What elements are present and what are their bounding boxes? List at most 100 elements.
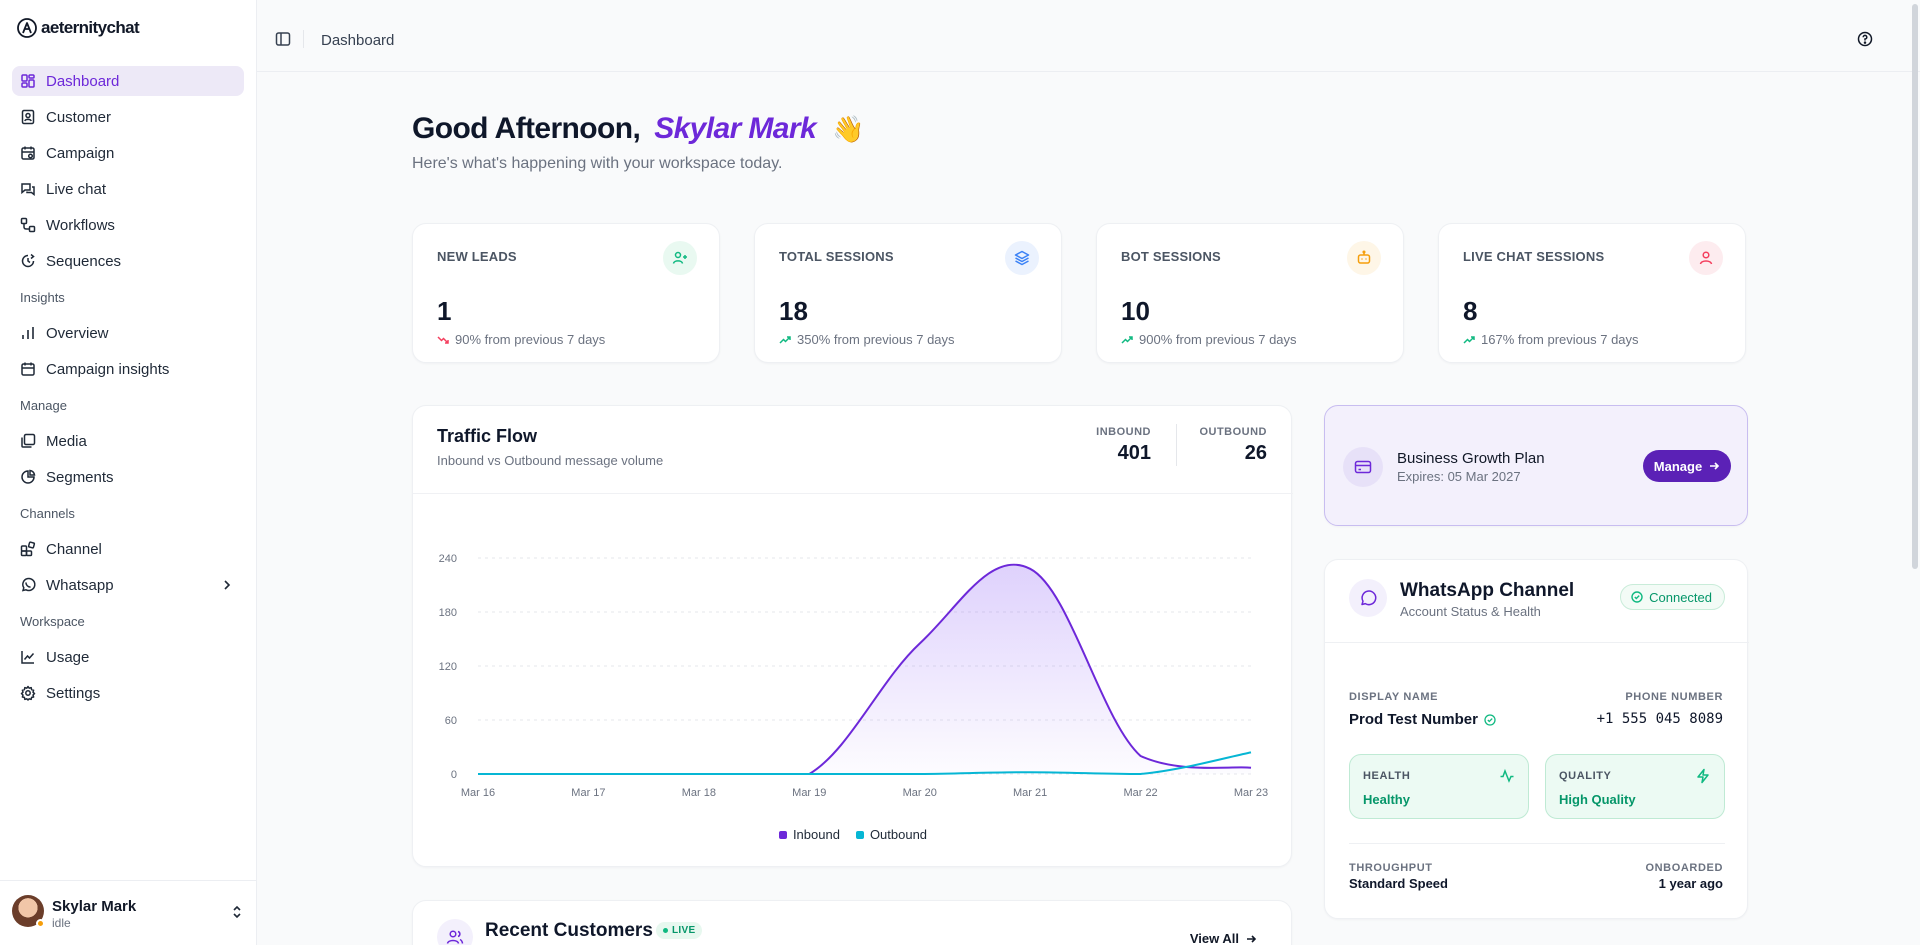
view-all-link[interactable]: View All xyxy=(1190,931,1257,945)
sidebar-item-settings[interactable]: Settings xyxy=(12,678,244,708)
trend-down-icon xyxy=(437,335,449,345)
sidebar-item-label: Whatsapp xyxy=(46,576,114,594)
greeting-name: Skylar Mark xyxy=(654,112,817,145)
sidebar-item-whatsapp[interactable]: Whatsapp xyxy=(12,570,244,600)
sidebar-item-channel[interactable]: Channel xyxy=(12,534,244,564)
plan-card: Business Growth Plan Expires: 05 Mar 202… xyxy=(1324,405,1748,526)
x-tick-label: Mar 19 xyxy=(792,787,826,799)
inbound-total: INBOUND 401 xyxy=(1096,426,1151,465)
sidebar-item-label: Segments xyxy=(46,468,114,486)
y-tick-label: 120 xyxy=(439,661,457,673)
phone-number: +1 555 045 8089 xyxy=(1596,711,1723,727)
divider xyxy=(1176,424,1177,466)
page-subtitle: Here's what's happening with your worksp… xyxy=(412,155,783,172)
health-value: Healthy xyxy=(1363,792,1410,807)
divider xyxy=(303,30,304,48)
sidebar-nav: Dashboard Customer Campaign Live chat Wo… xyxy=(12,66,244,714)
stat-label: LIVE CHAT SESSIONS xyxy=(1463,249,1605,264)
whatsapp-card-header: WhatsApp Channel Account Status & Health… xyxy=(1325,560,1749,643)
section-title-channels: Channels xyxy=(20,506,75,521)
x-tick-label: Mar 17 xyxy=(571,787,605,799)
trend-up-icon xyxy=(1121,335,1133,345)
outbound-line[interactable] xyxy=(478,751,1252,776)
bar-chart-icon xyxy=(20,325,36,341)
sidebar-item-workflows[interactable]: Workflows xyxy=(12,210,244,240)
stat-value: 18 xyxy=(779,296,808,326)
sidebar-item-overview[interactable]: Overview xyxy=(12,318,244,348)
plan-expiry: Expires: 05 Mar 2027 xyxy=(1397,469,1521,484)
greeting-prefix: Good Afternoon, xyxy=(412,112,641,145)
sidebar-item-sequences[interactable]: Sequences xyxy=(12,246,244,276)
onboarded-value: 1 year ago xyxy=(1658,876,1723,891)
sidebar-item-label: Overview xyxy=(46,324,109,342)
stat-label: TOTAL SESSIONS xyxy=(779,249,894,264)
credit-card-icon xyxy=(1343,447,1383,487)
traffic-chart[interactable]: 0 60 120 180 240 Mar 16 Mar 17 Mar 18 Mar 19 Mar … xyxy=(413,494,1293,819)
chevron-up-down-icon[interactable] xyxy=(231,905,243,919)
sidebar-item-customer[interactable]: Customer xyxy=(12,102,244,132)
chevron-right-icon[interactable] xyxy=(220,578,234,592)
sidebar: aeternitychat Dashboard Customer Campaig… xyxy=(0,0,257,945)
stat-trend-text: 350% from previous 7 days xyxy=(797,332,955,347)
sidebar-item-label: Media xyxy=(46,432,87,450)
sidebar-item-segments[interactable]: Segments xyxy=(12,462,244,492)
user-name: Skylar Mark xyxy=(52,898,137,915)
sidebar-item-label: Sequences xyxy=(46,252,122,270)
sidebar-item-label: Settings xyxy=(46,684,101,702)
user-status: idle xyxy=(52,916,71,930)
quality-metric: QUALITY High Quality xyxy=(1545,754,1725,819)
stat-value: 10 xyxy=(1121,296,1150,326)
x-tick-label: Mar 21 xyxy=(1013,787,1047,799)
quality-label: QUALITY xyxy=(1559,770,1612,782)
sidebar-item-usage[interactable]: Usage xyxy=(12,642,244,672)
scrollbar[interactable] xyxy=(1910,0,1920,945)
help-icon[interactable] xyxy=(1857,31,1873,47)
traffic-subtitle: Inbound vs Outbound message volume xyxy=(437,453,664,468)
wave-icon: 👋 xyxy=(832,113,864,144)
stat-card-bot-sessions: BOT SESSIONS 10 900% from previous 7 day… xyxy=(1096,223,1404,363)
legend-item-inbound[interactable]: Inbound xyxy=(778,827,840,842)
x-tick-label: Mar 22 xyxy=(1123,787,1157,799)
user-icon xyxy=(1689,241,1723,275)
manage-button-label: Manage xyxy=(1653,458,1703,474)
sidebar-item-campaign[interactable]: Campaign xyxy=(12,138,244,168)
scrollbar-thumb[interactable] xyxy=(1912,4,1918,569)
quality-value: High Quality xyxy=(1559,792,1636,807)
sidebar-item-media[interactable]: Media xyxy=(12,426,244,456)
whatsapp-channel-card: WhatsApp Channel Account Status & Health… xyxy=(1324,559,1749,919)
stat-value: 1 xyxy=(437,296,452,326)
stat-label: BOT SESSIONS xyxy=(1121,249,1221,264)
trend-up-icon xyxy=(1463,335,1475,345)
divider xyxy=(1349,843,1725,844)
display-name: Prod Test Number xyxy=(1349,711,1496,728)
sidebar-item-dashboard[interactable]: Dashboard xyxy=(12,66,244,96)
user-menu[interactable]: Skylar Mark idle xyxy=(0,880,257,945)
pie-chart-icon xyxy=(20,469,36,485)
logo-icon xyxy=(16,17,38,39)
health-label: HEALTH xyxy=(1363,770,1411,782)
inbound-value: 401 xyxy=(1117,442,1151,464)
health-metric: HEALTH Healthy xyxy=(1349,754,1529,819)
logo[interactable]: aeternitychat xyxy=(16,17,140,39)
gear-icon xyxy=(20,685,36,701)
legend-item-outbound[interactable]: Outbound xyxy=(855,827,927,842)
zap-icon xyxy=(1695,768,1711,784)
message-circle-icon xyxy=(1349,579,1387,617)
display-name-value: Prod Test Number xyxy=(1349,711,1478,728)
stat-card-total-sessions: TOTAL SESSIONS 18 350% from previous 7 d… xyxy=(754,223,1062,363)
display-name-label: DISPLAY NAME xyxy=(1349,691,1439,703)
sidebar-item-campaign-insights[interactable]: Campaign insights xyxy=(12,354,244,384)
x-tick-label: Mar 20 xyxy=(903,787,937,799)
user-plus-icon xyxy=(663,241,697,275)
sidebar-item-live-chat[interactable]: Live chat xyxy=(12,174,244,204)
whatsapp-subtitle: Account Status & Health xyxy=(1400,604,1541,619)
y-tick-label: 60 xyxy=(445,715,457,727)
customer-icon xyxy=(20,109,36,125)
section-title-workspace: Workspace xyxy=(20,614,85,629)
legend-label: Inbound xyxy=(792,827,840,842)
page-title: Good Afternoon, Skylar Mark 👋 xyxy=(412,112,864,146)
sidebar-toggle-icon[interactable] xyxy=(275,31,291,47)
throughput-label: THROUGHPUT xyxy=(1349,862,1433,874)
throughput-value: Standard Speed xyxy=(1349,876,1448,891)
manage-button[interactable]: Manage xyxy=(1643,450,1731,482)
